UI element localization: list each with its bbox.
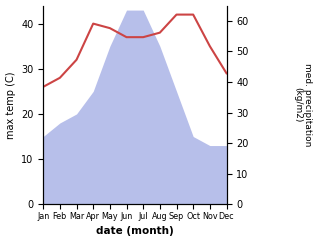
Y-axis label: med. precipitation
(kg/m2): med. precipitation (kg/m2): [293, 63, 313, 147]
X-axis label: date (month): date (month): [96, 227, 174, 236]
Y-axis label: max temp (C): max temp (C): [5, 71, 16, 139]
